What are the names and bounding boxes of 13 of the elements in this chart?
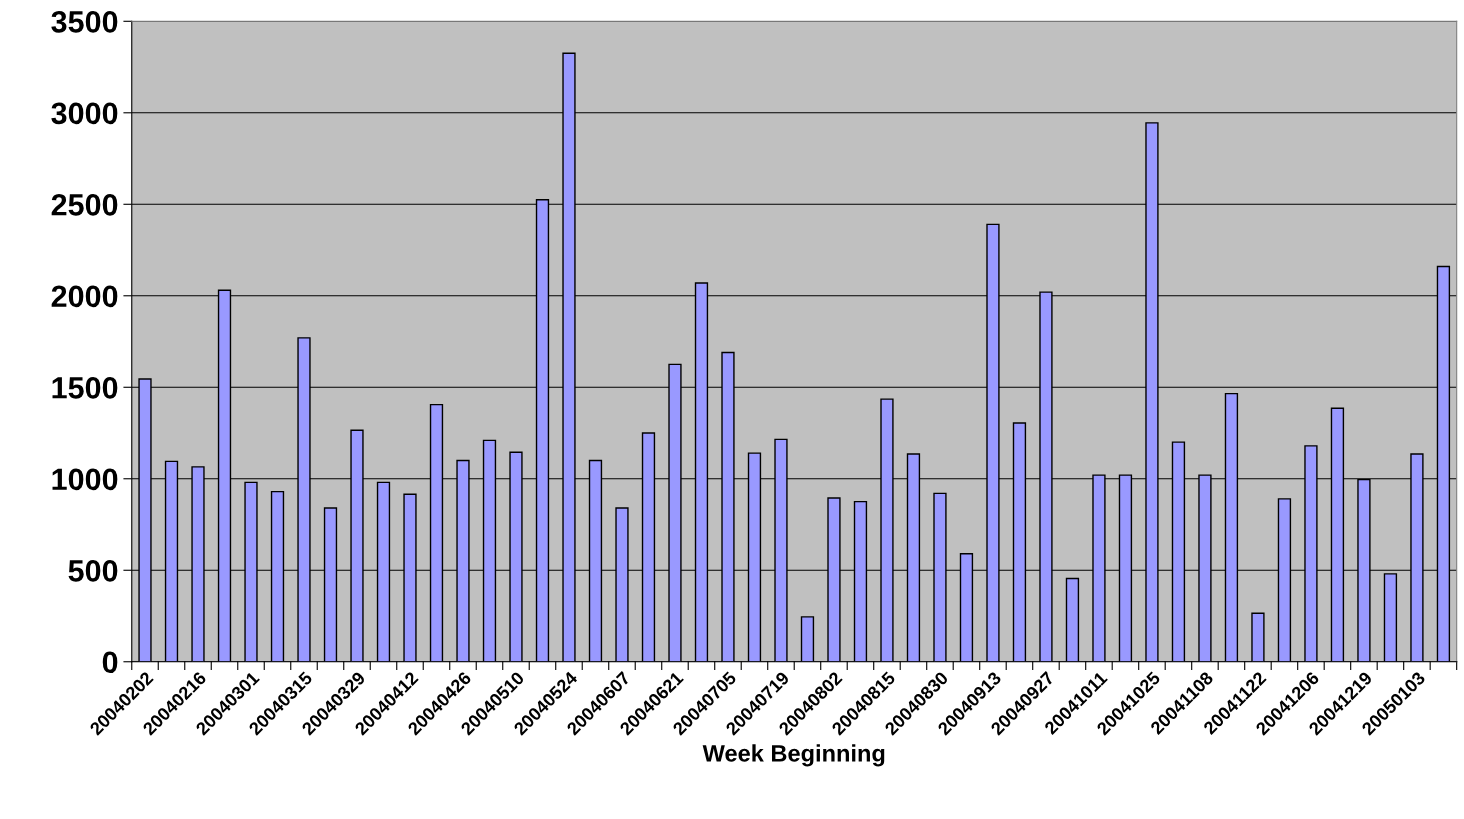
y-tick-label: 500 (68, 559, 118, 582)
x-axis-title: Week Beginning (702, 744, 885, 767)
y-tick-label: 1000 (52, 468, 118, 491)
bar (1251, 612, 1265, 662)
y-tick-label: 3000 (51, 102, 118, 125)
bar (1383, 573, 1398, 662)
y-tick-label: 2500 (51, 194, 118, 216)
bar (800, 616, 815, 662)
bar (1065, 577, 1080, 662)
y-tick-label: 2000 (51, 285, 118, 308)
y-tick-label: 3500 (51, 11, 118, 33)
y-tick-label: 0 (102, 651, 118, 674)
y-tick-label: 1500 (52, 377, 118, 399)
